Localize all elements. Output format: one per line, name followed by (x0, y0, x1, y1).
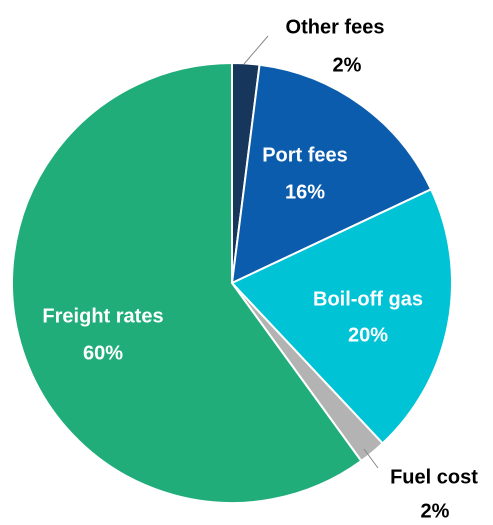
slice-value-label: 2% (421, 500, 450, 522)
slice-value-label: 20% (348, 324, 388, 346)
slice-value-label: 2% (333, 54, 362, 76)
leader-line (243, 35, 269, 65)
pie-slice (230, 63, 433, 285)
slice-label: Port fees (262, 144, 348, 166)
leader-line (363, 448, 379, 469)
slice-label: Other fees (286, 16, 385, 38)
slice-value-label: 60% (83, 342, 123, 364)
slice-label: Boil-off gas (313, 288, 423, 310)
slice-label: Freight rates (42, 305, 163, 327)
pie-slice (230, 187, 453, 445)
slice-value-label: 16% (285, 181, 325, 203)
slice-label: Fuel cost (390, 466, 478, 488)
pie-slice (11, 61, 363, 504)
